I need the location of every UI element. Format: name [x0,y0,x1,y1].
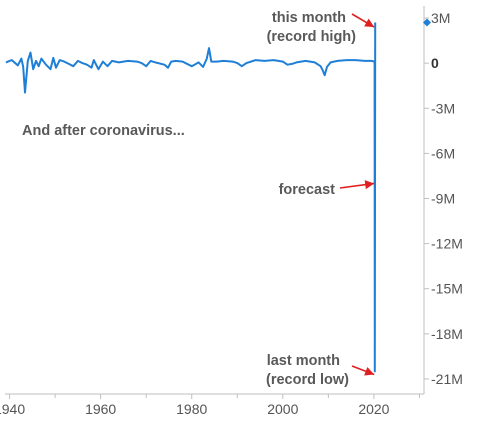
y-tick-label: -21M [431,371,463,387]
annotation-last-month: last month [267,353,340,369]
y-tick-label: -6M [431,145,455,161]
x-tick-label: 1940 [0,401,25,417]
record-high-marker [423,18,431,27]
x-tick-label: 2000 [267,401,298,417]
x-tick-label: 2020 [358,401,389,417]
x-tick-marks [9,394,420,399]
y-tick-label: -15M [431,281,463,297]
series-line [5,22,377,373]
y-tick-label: 0 [431,55,439,71]
annotation-arrows [339,13,375,376]
x-tick-label: 1980 [176,401,207,417]
y-tick-label: -9M [431,190,455,206]
y-tick-labels: 3M 0 -3M -6M -9M -12M -15M -18M -21M [431,10,463,387]
annotation-note: And after coronavirus... [22,123,185,139]
x-tick-labels: 1940 1960 1980 2000 2020 [0,401,390,417]
annotation-this-month: this month [272,10,346,26]
annotation-forecast: forecast [279,182,336,198]
y-tick-label: -12M [431,236,463,252]
annotation-arrow-head [364,367,375,376]
y-tick-label: -18M [431,326,463,342]
annotation-arrow-head [364,180,375,190]
annotation-record-low: (record low) [266,372,349,388]
y-tick-label: -3M [431,100,455,116]
annotation-arrow-head [364,18,375,28]
y-tick-marks [424,17,429,380]
x-tick-label: 1960 [85,401,116,417]
y-tick-label: 3M [431,10,450,26]
annotation-record-high: (record high) [267,29,357,45]
